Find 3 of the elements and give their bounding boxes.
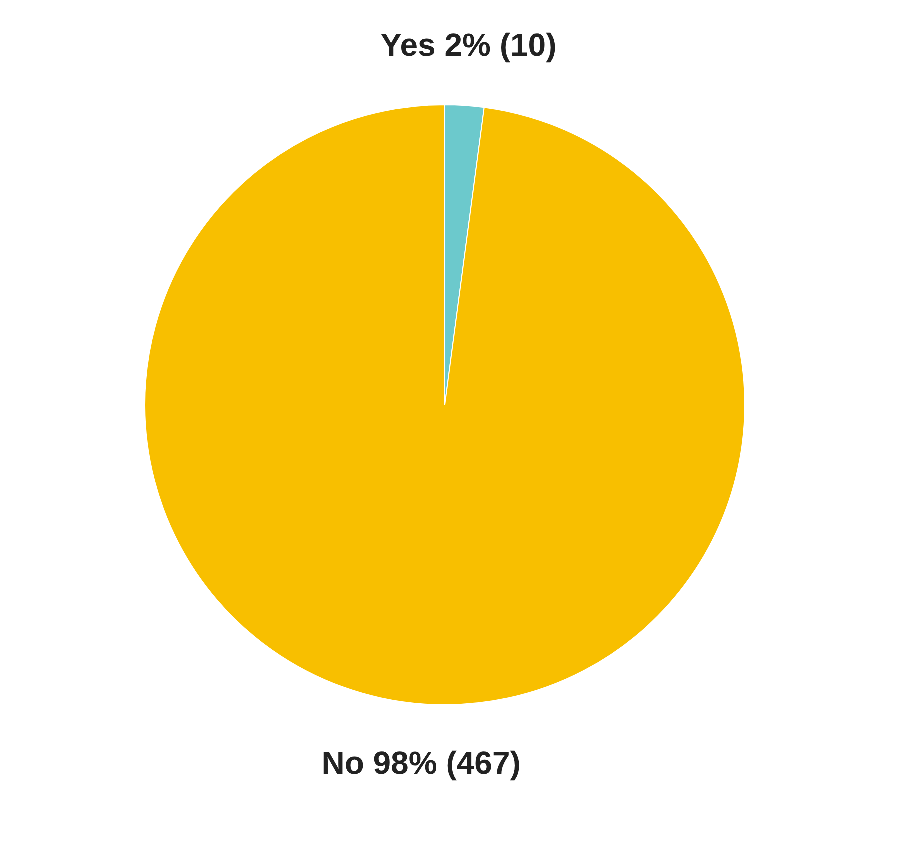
pie-slice — [144, 104, 746, 705]
slice-label: Yes 2% (10) — [380, 26, 557, 63]
slice-label: No 98% (467) — [322, 745, 521, 782]
